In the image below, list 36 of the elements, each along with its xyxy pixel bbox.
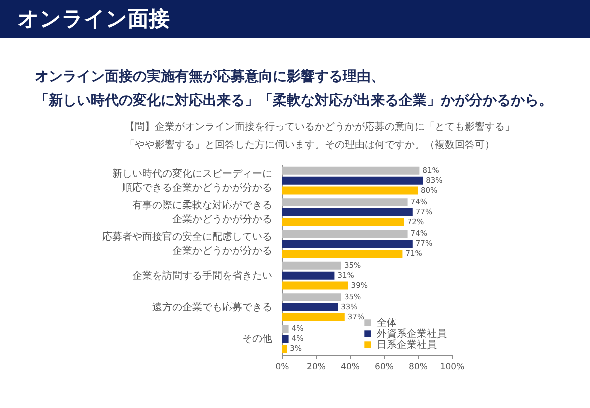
bar [282, 335, 289, 344]
bar [282, 198, 408, 207]
bar [282, 294, 342, 302]
x-tick-label: 40% [341, 362, 360, 372]
x-tick-label: 100% [440, 362, 465, 372]
bar [282, 166, 420, 175]
text: 【問】企業がオンライン面接を行っているかどうかが応募の意向に「とても影響する」「やや影響する」と回答した方に伺います。その理由は何ですか。（複数回答可） [125, 121, 515, 151]
x-tick-label: 20% [307, 362, 326, 372]
bar [282, 240, 413, 248]
bar [282, 304, 338, 312]
legend-label: 日系企業社員 [377, 339, 437, 351]
bar [282, 325, 289, 334]
bar [282, 176, 424, 185]
chart-subtitle: オンライン面接の実施有無が応募意向に影響する理由、「新しい時代の変化に対応出来る」「柔軟な対応が出来る企業」かが分かるから。 [35, 68, 553, 109]
bar [282, 262, 342, 270]
bar [282, 250, 403, 258]
bar [282, 272, 335, 280]
y-tick-label: 企業を訪問する手間を省きたい [132, 270, 272, 282]
bar [282, 313, 345, 322]
y-tick-label: その他 [242, 333, 272, 346]
bar [282, 218, 404, 226]
bar [282, 282, 348, 290]
legend-label: 全体 [377, 317, 397, 329]
y-tick-label: 新しい時代の変化にスピーディーに順応できる企業かどうかが分かる [112, 168, 272, 194]
bar [282, 230, 408, 238]
y-tick-label: 遠方の企業でも応募できる [152, 302, 272, 314]
x-tick-label: 0% [276, 362, 290, 372]
legend-label: 外資系企業社員 [377, 328, 447, 340]
text: オンライン面接 [18, 7, 170, 31]
bar [282, 186, 418, 195]
x-tick-label: 80% [409, 362, 428, 372]
y-tick-label: 有事の際に柔軟な対応ができる企業かどうかが分かる [132, 200, 272, 226]
bar [282, 345, 288, 354]
y-tick-label: 応募者や面接官の安全に配慮している企業かどうかが分かる [102, 231, 272, 258]
x-tick-label: 60% [375, 362, 394, 372]
bar [282, 208, 413, 216]
